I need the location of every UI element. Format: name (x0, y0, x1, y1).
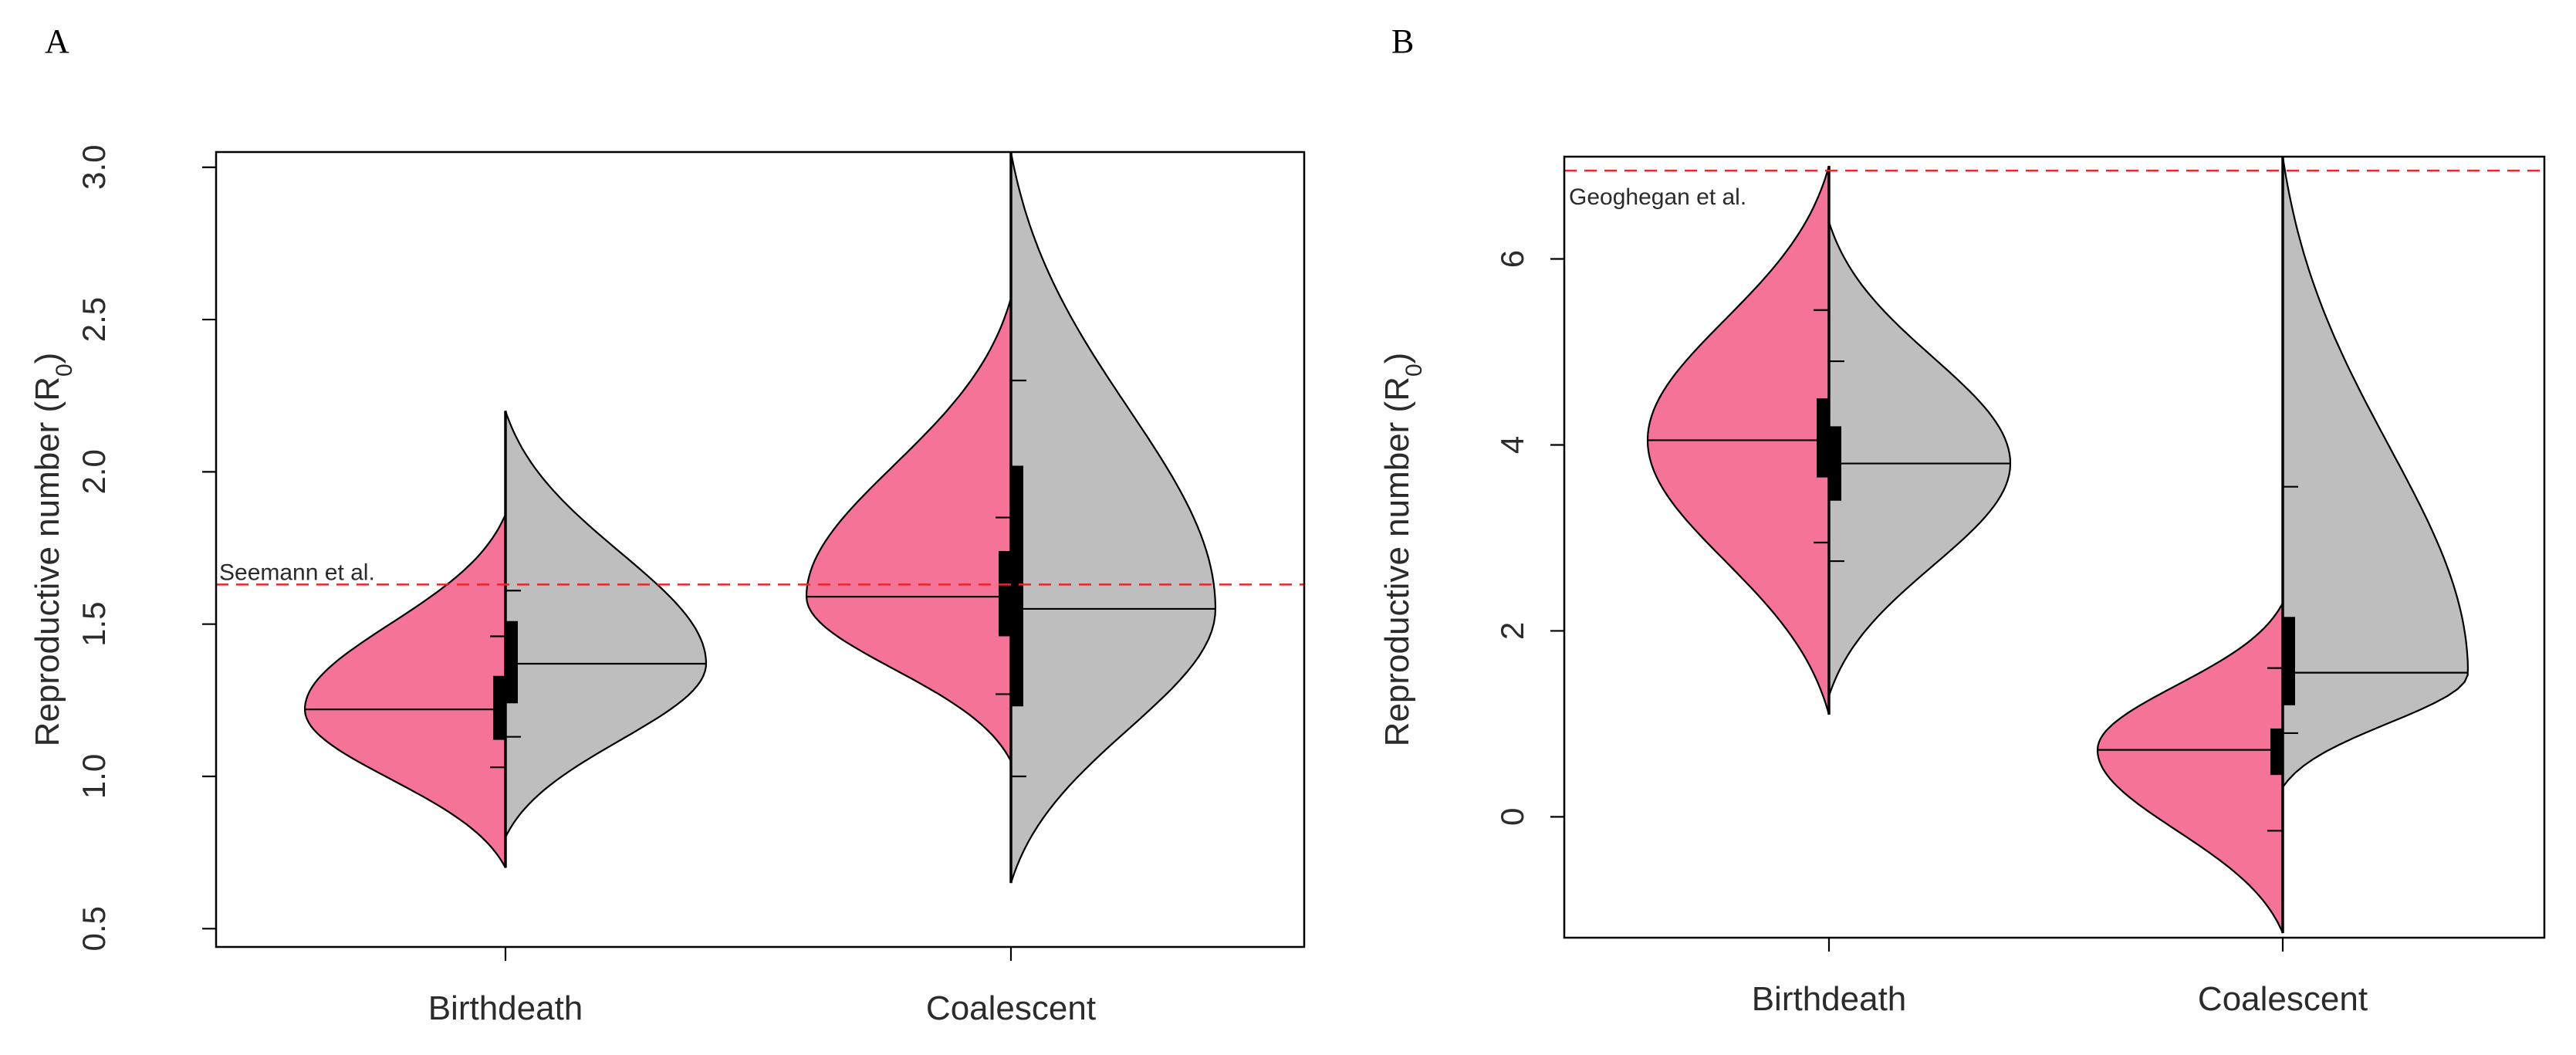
y-tick-label: 1.5 (76, 601, 112, 646)
y-tick-label: 2.5 (76, 297, 112, 342)
box-bar (493, 675, 505, 740)
panel-a-x-axis: Birthdeath Coalescent (428, 947, 1096, 1027)
panel-a-y-axis-title: Reproductive number (R0) (29, 353, 77, 747)
panel-b: B Geoghegan et al. 0 2 4 6 Birthdeath Coales… (1378, 22, 2546, 1018)
x-tick-label: Birthdeath (1752, 980, 1907, 1018)
box-bar (505, 620, 518, 704)
x-tick-label: Birthdeath (428, 989, 583, 1027)
panel-b-letter: B (1391, 22, 1414, 60)
violin-half-right (2281, 157, 2470, 788)
panel-b-violins (1646, 157, 2470, 934)
panel-b-x-axis: Birthdeath Coalescent (1752, 938, 2368, 1018)
violin-half-left (304, 514, 507, 868)
violin-half-right (1009, 152, 1217, 884)
panel-a: A Seemann et al. 0.5 1.0 1.5 2.0 2.5 3.0 Birt… (29, 22, 1306, 1027)
violin-half-left (805, 298, 1012, 762)
panel-a-letter: A (45, 22, 69, 60)
panel-b-reference: Geoghegan et al. (1564, 169, 2544, 210)
violin-birthdeath (304, 411, 708, 868)
y-tick-label: 4 (1494, 436, 1530, 454)
violin-half-right (1827, 221, 2012, 697)
violin-half-left (2096, 602, 2284, 934)
y-tick-label: 1.0 (76, 754, 112, 799)
panel-b-plot-box (1563, 155, 2546, 939)
box-bar (999, 550, 1011, 637)
y-tick-label: 0 (1494, 808, 1530, 826)
box-bar (1817, 398, 1829, 478)
panel-b-y-axis: 0 2 4 6 (1494, 250, 1564, 826)
y-tick-label: 6 (1494, 250, 1530, 268)
panel-a-violins (304, 152, 1217, 884)
y-tick-label: 2.0 (76, 449, 112, 494)
reference-line-label: Seemann et al. (219, 560, 375, 585)
panel-a-plot-box (215, 150, 1306, 948)
y-tick-label: 3.0 (76, 145, 112, 190)
panel-a-y-axis: 0.5 1.0 1.5 2.0 2.5 3.0 (76, 145, 216, 952)
violin-half-right (504, 411, 708, 838)
violin-birthdeath (1646, 165, 2012, 715)
violin-coalescent (805, 152, 1217, 884)
box-bar (2283, 617, 2295, 705)
violin-coalescent (2096, 157, 2470, 934)
panel-b-y-axis-title: Reproductive number (R0) (1378, 353, 1427, 747)
panel-a-reference: Seemann et al. (216, 560, 1304, 586)
y-tick-label: 2 (1494, 622, 1530, 640)
box-bar (1011, 465, 1023, 707)
x-tick-label: Coalescent (926, 989, 1096, 1027)
y-tick-label: 0.5 (76, 906, 112, 951)
x-tick-label: Coalescent (2198, 980, 2368, 1018)
reference-line-label: Geoghegan et al. (1569, 184, 1746, 210)
box-bar (2270, 728, 2283, 776)
box-bar (1829, 426, 1841, 501)
